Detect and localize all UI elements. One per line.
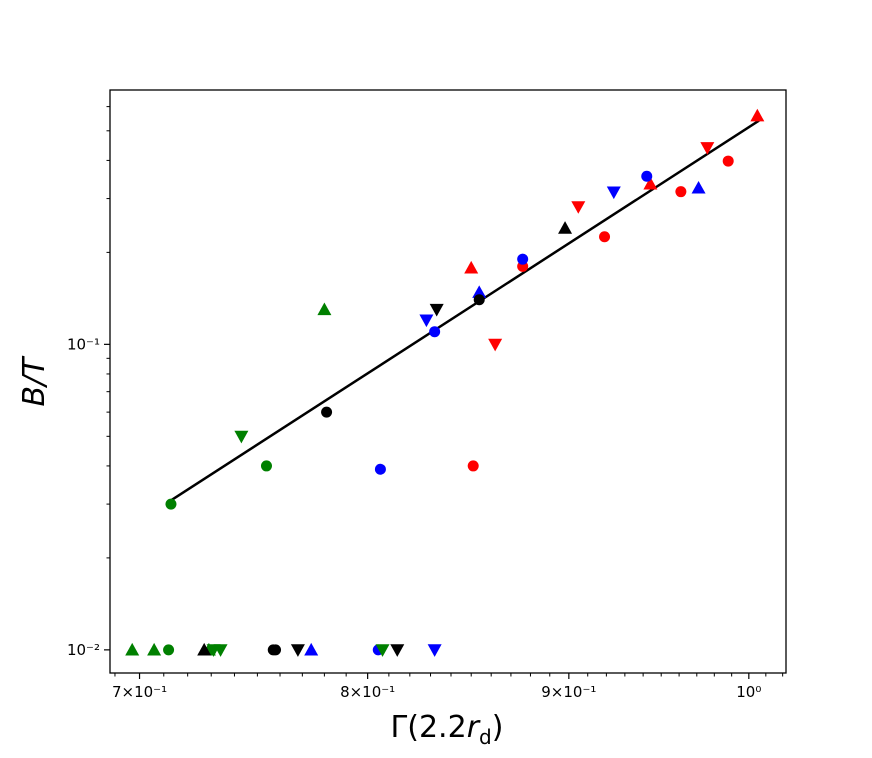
x-tick-label: 9×10⁻¹	[541, 683, 596, 701]
data-point	[125, 642, 140, 656]
data-point	[260, 460, 272, 472]
data-point	[321, 406, 333, 418]
data-point	[641, 170, 653, 182]
data-point	[467, 460, 479, 472]
x-tick-label: 7×10⁻¹	[112, 683, 167, 701]
x-axis-label: Γ(2.2rd)	[391, 710, 504, 749]
data-point	[290, 644, 305, 657]
data-point	[750, 108, 765, 122]
data-point	[429, 326, 441, 338]
data-point	[304, 642, 319, 656]
y-axis-label: B/T	[17, 355, 52, 407]
ticks-layer: 7×10⁻¹ 8×10⁻¹ 9×10⁻¹ 10⁰ 10⁻² 10⁻¹	[67, 106, 784, 701]
data-point	[606, 186, 621, 200]
data-point	[375, 644, 390, 657]
fit-line	[167, 119, 760, 503]
data-point	[517, 253, 529, 265]
data-point	[571, 201, 586, 214]
data-point	[599, 231, 611, 243]
plot-frame	[109, 89, 787, 674]
data-point	[165, 498, 177, 510]
data-point	[700, 142, 715, 155]
data-point	[488, 338, 503, 352]
data-point	[374, 463, 386, 475]
data-point	[147, 642, 162, 656]
data-point	[675, 186, 687, 198]
data-point	[643, 176, 658, 190]
data-point	[558, 221, 573, 234]
y-tick-label: 10⁻²	[67, 641, 100, 659]
data-point	[197, 642, 212, 656]
data-point	[234, 430, 249, 444]
points-layer	[125, 108, 765, 657]
data-point	[163, 644, 175, 656]
data-point	[419, 314, 434, 328]
data-point	[722, 155, 734, 167]
data-point	[213, 644, 228, 657]
y-tick-label: 10⁻¹	[67, 335, 100, 353]
data-point	[464, 260, 479, 274]
data-point	[472, 285, 487, 298]
data-point	[390, 644, 405, 657]
data-point	[317, 302, 332, 316]
data-point	[473, 294, 485, 306]
data-point	[429, 303, 444, 317]
fit-layer	[167, 119, 760, 503]
data-point	[427, 644, 442, 657]
data-point	[270, 644, 282, 656]
data-point	[691, 180, 706, 194]
x-tick-label: 8×10⁻¹	[340, 683, 395, 701]
x-tick-label: 10⁰	[736, 683, 761, 701]
